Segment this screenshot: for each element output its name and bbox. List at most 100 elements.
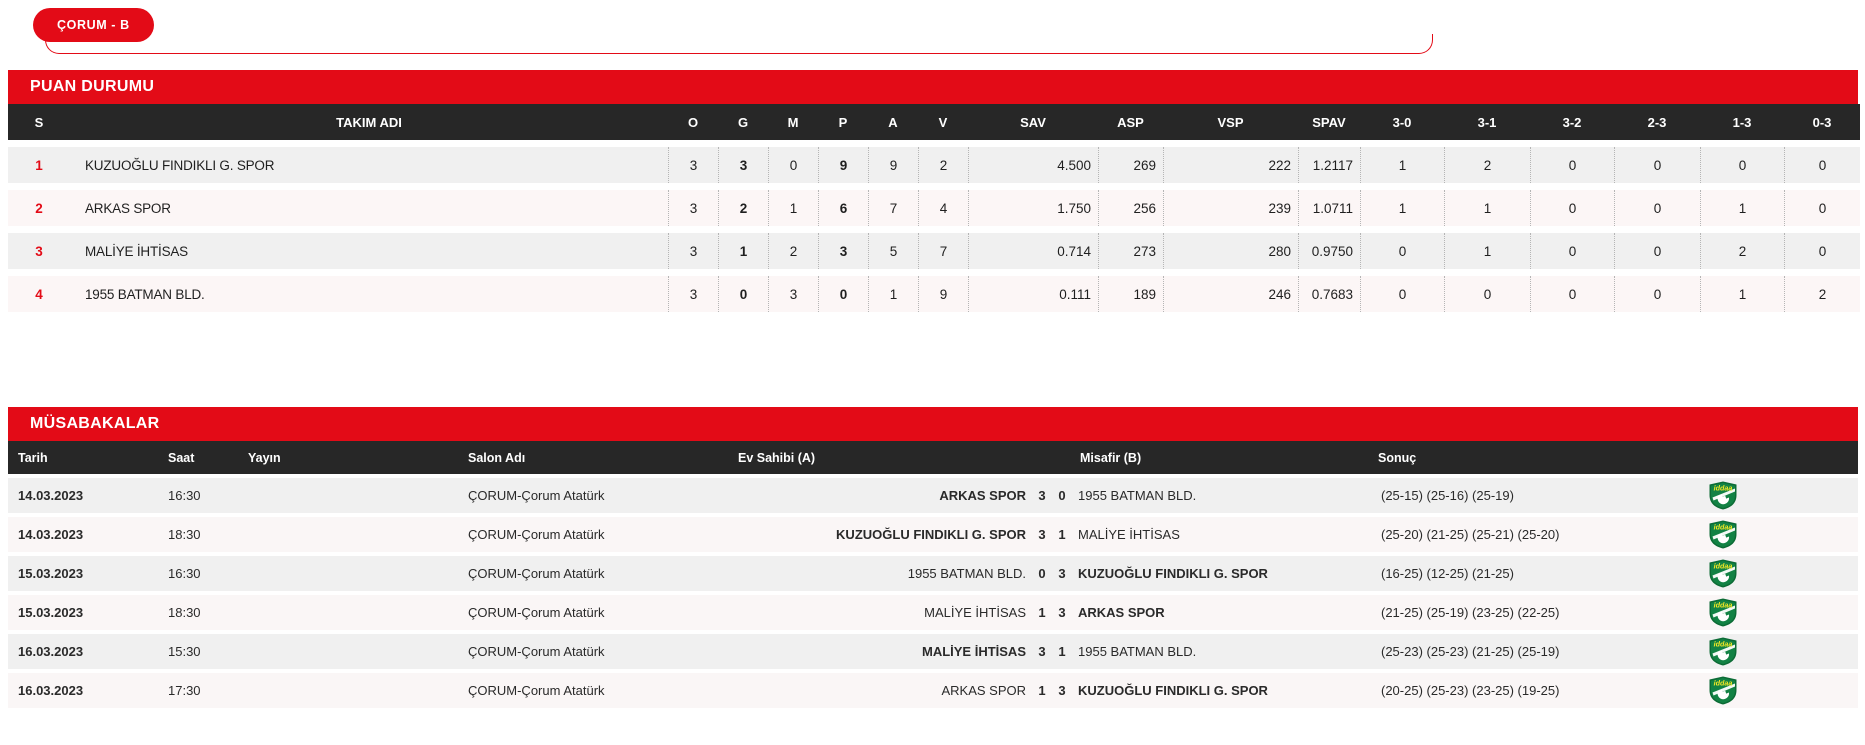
standings-col-header-m: M xyxy=(768,104,818,140)
match-row-1: 14.03.2023 16:30 ÇORUM-Çorum Atatürk ARKAS … xyxy=(8,478,1858,513)
standings-cell-s32: 0 xyxy=(1530,276,1614,312)
standings-cell-v: 2 xyxy=(918,147,968,183)
iddaa-logo-icon[interactable]: iddaa xyxy=(1708,598,1738,627)
standings-cell-s31: 1 xyxy=(1444,190,1530,226)
standings-cell-p: 9 xyxy=(818,147,868,183)
match-broadcast xyxy=(240,634,460,669)
iddaa-logo-icon[interactable]: iddaa xyxy=(1708,481,1738,510)
match-broadcast xyxy=(240,556,460,591)
standings-cell-s31: 0 xyxy=(1444,276,1530,312)
standings-cell-vsp: 280 xyxy=(1163,233,1298,269)
standings-cell-p: 6 xyxy=(818,190,868,226)
standings-cell-asp: 269 xyxy=(1098,147,1163,183)
matches-col-header-spacer xyxy=(1690,441,1756,474)
betting-logo-cell: iddaa xyxy=(1690,517,1756,552)
standings-col-header-a: A xyxy=(868,104,918,140)
standings-cell-o: 3 xyxy=(668,147,718,183)
standings-cell-sav: 4.500 xyxy=(968,147,1098,183)
iddaa-logo-icon[interactable]: iddaa xyxy=(1708,559,1738,588)
svg-text:iddaa: iddaa xyxy=(1714,484,1733,493)
standings-cell-s23: 0 xyxy=(1614,190,1700,226)
standings-cell-s32: 0 xyxy=(1530,233,1614,269)
matches-col-header-misafir-b-: Misafir (B) xyxy=(1072,441,1370,474)
standings-cell-s13: 1 xyxy=(1700,190,1784,226)
set-results: (20-25) (25-23) (23-25) (19-25) xyxy=(1370,673,1690,708)
standings-col-header-s: S xyxy=(8,104,70,140)
matches-col-header-spacer xyxy=(1052,441,1072,474)
matches-col-header-spacer xyxy=(1756,441,1858,474)
set-results: (25-15) (25-16) (25-19) xyxy=(1370,478,1690,513)
away-score: 0 xyxy=(1052,478,1072,513)
svg-text:iddaa: iddaa xyxy=(1714,562,1733,571)
standings-cell-m: 1 xyxy=(768,190,818,226)
match-time: 16:30 xyxy=(160,478,240,513)
match-date: 15.03.2023 xyxy=(8,556,160,591)
standings-cell-s03: 2 xyxy=(1784,276,1860,312)
standings-col-header-2-3: 2-3 xyxy=(1614,104,1700,140)
iddaa-logo-icon[interactable]: iddaa xyxy=(1708,520,1738,549)
away-team-name: 1955 BATMAN BLD. xyxy=(1072,634,1370,669)
match-cell-spacer xyxy=(1756,556,1858,591)
iddaa-logo-icon[interactable]: iddaa xyxy=(1708,637,1738,666)
home-score: 3 xyxy=(1032,517,1052,552)
standings-cell-a: 5 xyxy=(868,233,918,269)
match-venue: ÇORUM-Çorum Atatürk xyxy=(460,673,730,708)
standings-cell-s23: 0 xyxy=(1614,276,1700,312)
matches-col-header-tarih: Tarih xyxy=(8,441,160,474)
standings-cell-s31: 2 xyxy=(1444,147,1530,183)
match-time: 15:30 xyxy=(160,634,240,669)
standings-row-3: 3 MALİYE İHTİSAS 3 1 2 3 5 7 0.714 273 280 0.9750 0 1… xyxy=(8,233,1860,269)
iddaa-logo-icon[interactable]: iddaa xyxy=(1708,676,1738,705)
standings-col-header-g: G xyxy=(718,104,768,140)
matches-section-title: MÜSABAKALAR xyxy=(8,407,1858,441)
team-name: ARKAS SPOR xyxy=(70,190,668,226)
match-broadcast xyxy=(240,478,460,513)
standings-col-header-sav: SAV xyxy=(968,104,1098,140)
standings-cell-p: 0 xyxy=(818,276,868,312)
rank-number: 4 xyxy=(8,276,70,312)
match-broadcast xyxy=(240,517,460,552)
away-score: 1 xyxy=(1052,517,1072,552)
standings-cell-s30: 1 xyxy=(1360,190,1444,226)
standings-cell-s30: 0 xyxy=(1360,233,1444,269)
match-row-6: 16.03.2023 17:30 ÇORUM-Çorum Atatürk ARKAS … xyxy=(8,673,1858,708)
standings-cell-s03: 0 xyxy=(1784,147,1860,183)
standings-cell-a: 1 xyxy=(868,276,918,312)
matches-col-header-ev-sahibi-a-: Ev Sahibi (A) xyxy=(730,441,1032,474)
svg-text:iddaa: iddaa xyxy=(1714,679,1733,688)
home-team-name: ARKAS SPOR xyxy=(730,478,1032,513)
match-time: 16:30 xyxy=(160,556,240,591)
betting-logo-cell: iddaa xyxy=(1690,634,1756,669)
standings-cell-sav: 0.111 xyxy=(968,276,1098,312)
standings-cell-s23: 0 xyxy=(1614,147,1700,183)
home-team-name: 1955 BATMAN BLD. xyxy=(730,556,1032,591)
home-team-name: MALİYE İHTİSAS xyxy=(730,595,1032,630)
matches-section: MÜSABAKALAR Tarih Saat Yayın Salon Adı Ev Sa… xyxy=(8,407,1858,712)
standings-header-row: S TAKIM ADI O G M P A V SAV ASP VSP SPAV 3-0 3-1 3-2 2-… xyxy=(8,104,1860,140)
away-score: 3 xyxy=(1052,595,1072,630)
match-time: 17:30 xyxy=(160,673,240,708)
set-results: (25-23) (25-23) (21-25) (25-19) xyxy=(1370,634,1690,669)
standings-cell-vsp: 239 xyxy=(1163,190,1298,226)
standings-cell-m: 3 xyxy=(768,276,818,312)
matches-col-header-saat: Saat xyxy=(160,441,240,474)
match-date: 16.03.2023 xyxy=(8,673,160,708)
tab-underline xyxy=(45,34,1433,54)
standings-cell-o: 3 xyxy=(668,276,718,312)
standings-cell-m: 0 xyxy=(768,147,818,183)
rank-number: 2 xyxy=(8,190,70,226)
standings-cell-g: 2 xyxy=(718,190,768,226)
standings-col-header-asp: ASP xyxy=(1098,104,1163,140)
away-team-name: ARKAS SPOR xyxy=(1072,595,1370,630)
team-name: KUZUOĞLU FINDIKLI G. SPOR xyxy=(70,147,668,183)
rank-number: 3 xyxy=(8,233,70,269)
standings-cell-s32: 0 xyxy=(1530,190,1614,226)
matches-header-row: Tarih Saat Yayın Salon Adı Ev Sahibi (A) Misa… xyxy=(8,441,1858,474)
away-team-name: 1955 BATMAN BLD. xyxy=(1072,478,1370,513)
match-cell-spacer xyxy=(1756,595,1858,630)
match-venue: ÇORUM-Çorum Atatürk xyxy=(460,478,730,513)
standings-cell-a: 7 xyxy=(868,190,918,226)
match-row-3: 15.03.2023 16:30 ÇORUM-Çorum Atatürk 1955 B… xyxy=(8,556,1858,591)
standings-col-header-vsp: VSP xyxy=(1163,104,1298,140)
standings-cell-v: 7 xyxy=(918,233,968,269)
